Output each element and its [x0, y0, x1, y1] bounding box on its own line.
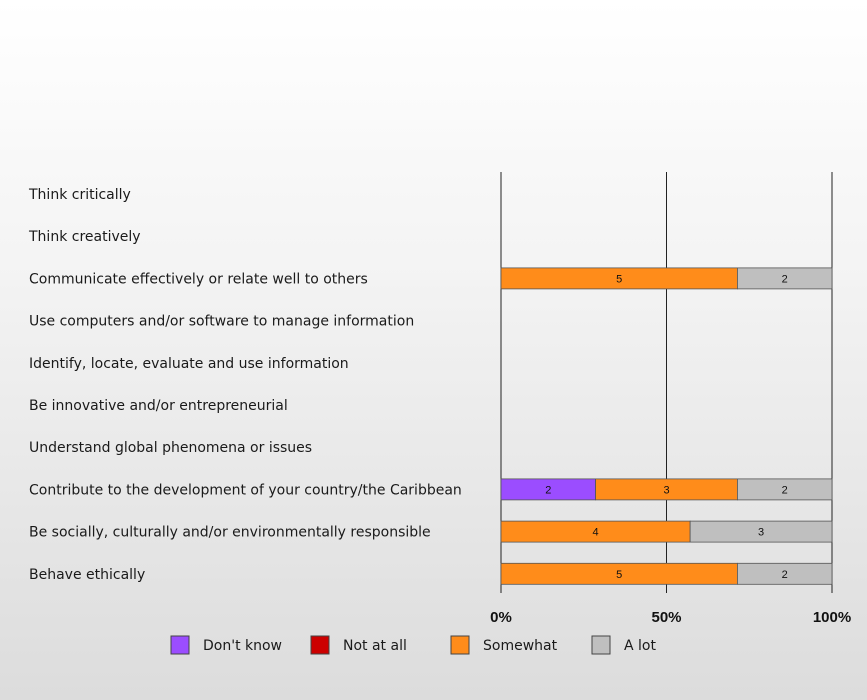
category-label-9: Behave ethically: [29, 567, 145, 583]
category-label-7: Contribute to the development of your co…: [29, 482, 462, 498]
category-label-4: Identify, locate, evaluate and use infor…: [29, 356, 349, 372]
category-label-1: Think creatively: [28, 229, 141, 245]
category-label-5: Be innovative and/or entrepreneurial: [29, 398, 288, 414]
legend-label-2: Somewhat: [483, 638, 558, 654]
category-label-2: Communicate effectively or relate well t…: [29, 271, 368, 287]
x-tick-label-0: 0%: [490, 609, 512, 626]
x-tick-labels: 0% 50% 100%: [490, 609, 851, 626]
legend-label-1: Not at all: [343, 638, 407, 654]
bar-segment-9-3: [737, 562, 833, 585]
bar-label-2-3: 2: [782, 273, 788, 285]
bar-segment-7-3: [737, 478, 833, 501]
x-tick-label-2: 100%: [813, 609, 851, 626]
category-label-0: Think critically: [28, 187, 131, 203]
category-labels: Think critically Think creatively Communic…: [28, 187, 462, 583]
category-label-8: Be socially, culturally and/or environme…: [29, 525, 431, 541]
legend-swatch-3: [591, 635, 611, 655]
category-label-6: Understand global phenomena or issues: [29, 440, 312, 456]
bar-label-2-2: 5: [616, 273, 622, 285]
bar-label-7-0: 2: [545, 484, 551, 496]
legend-label-0: Don't know: [203, 638, 282, 654]
bar-label-9-3: 2: [782, 569, 788, 581]
legend: Don't know Not at all Somewhat A lot: [170, 635, 656, 655]
legend-label-3: A lot: [624, 638, 656, 654]
bar-segments: 5 2 2 3 2 4 3 5 2: [500, 267, 833, 585]
bar-segment-2-3: [737, 267, 833, 290]
bar-label-8-2: 4: [593, 527, 599, 539]
bar-label-7-3: 2: [782, 484, 788, 496]
legend-swatch-2: [450, 635, 470, 655]
bar-label-9-2: 5: [616, 569, 622, 581]
bar-label-8-3: 3: [758, 527, 764, 539]
x-tick-label-1: 50%: [651, 609, 681, 626]
bar-segment-8-3: [689, 520, 833, 543]
legend-swatch-1: [310, 635, 330, 655]
legend-swatch-0: [170, 635, 190, 655]
bar-label-7-2: 3: [663, 484, 669, 496]
category-label-3: Use computers and/or software to manage …: [29, 314, 414, 330]
